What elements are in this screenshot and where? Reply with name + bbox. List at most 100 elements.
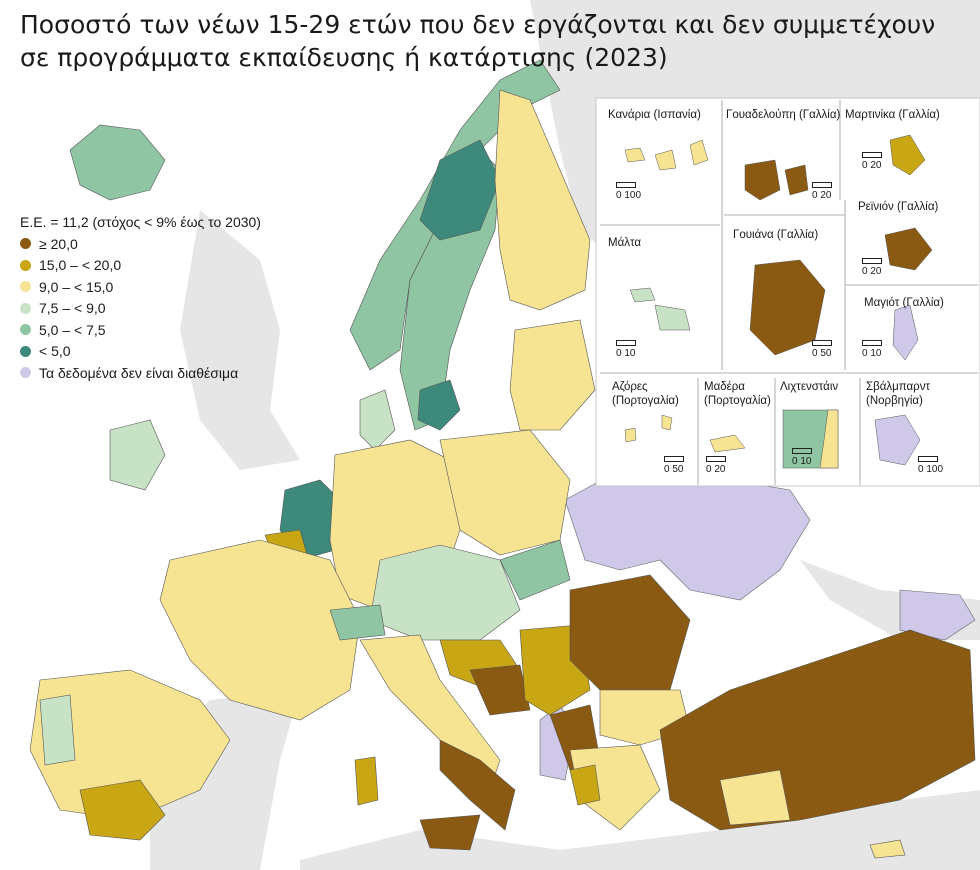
iceland [69,124,166,201]
france [159,539,361,721]
inset-label-madeira: Μαδέρα (Πορτογαλία) [704,380,771,408]
inset-label-liechtenstein: Λιχτενστάιν [780,381,839,393]
legend-item: < 5,0 [20,341,261,363]
no-data-regions [539,469,976,781]
inset-label-martinique: Μαρτινίκα (Γαλλία) [845,109,940,121]
sweden-south-low [417,379,461,431]
scale-text: 0 20 [862,266,882,277]
iberia [29,669,231,821]
inset-label-reunion: Ρεϊνιόν (Γαλλία) [858,201,939,213]
azores-line-2: (Πορτογαλία) [612,395,679,407]
scale-bar [812,182,832,188]
martinique-shape [889,134,926,176]
legend-label: < 5,0 [39,343,71,360]
title-line-2: σε προγράμματα εκπαίδευσης ή κατάρτισης … [20,43,668,72]
liechtenstein-border [819,409,839,469]
legend-item: 7,5 – < 9,0 [20,298,261,320]
scale-text: 0 20 [812,190,832,201]
legend-swatch-icon [20,324,31,336]
scale-text: 0 10 [792,456,812,467]
inset-label-guadeloupe: Γουαδελούπη (Γαλλία) [726,109,841,121]
scale-bar [616,340,636,346]
inset-label-svalbard: Σβάλμπαρντ (Νορβηγία) [866,380,930,408]
azores-line-1: Αζόρες [612,381,648,393]
scale-bar [792,448,812,454]
legend-label: Τα δεδομένα δεν είναι διαθέσιμα [39,364,239,381]
scale-bar [862,340,882,346]
inset-label-azores: Αζόρες (Πορτογαλία) [612,380,679,408]
scale-text: 0 50 [664,464,684,475]
svalbard-line-1: Σβάλμπαρντ [866,381,931,393]
legend-label: 5,0 – < 7,5 [39,321,106,338]
portugal-north [39,694,76,766]
scale-text: 0 100 [918,464,944,475]
inset-shapes [624,134,933,469]
poland [439,429,571,556]
legend-label: 9,0 – < 15,0 [39,278,114,295]
finland [494,89,591,311]
scale-text: 0 50 [812,348,832,359]
svalbard-line-2: (Νορβηγία) [866,395,923,407]
scale-azores: 0 50 [664,456,684,475]
azores-shape [624,414,673,443]
scale-svalbard: 0 100 [918,456,943,475]
scale-canarias: 0 100 [616,182,641,201]
inset-label-guyane: Γουιάνα (Γαλλία) [733,229,819,241]
ireland [109,419,166,491]
madeira-line-2: (Πορτογαλία) [704,395,771,407]
map-title: Ποσοστό των νέων 15-29 ετών που δεν εργά… [20,8,935,74]
central-green [369,544,521,641]
scale-text: 0 10 [616,348,636,359]
scale-bar [706,456,726,462]
legend-header: Ε.Ε. = 11,2 (στόχος < 9% έως το 2030) [20,214,261,230]
scale-guyane: 0 50 [812,340,832,359]
scale-bar [616,182,636,188]
legend: Ε.Ε. = 11,2 (στόχος < 9% έως το 2030) ≥ … [20,214,261,384]
legend-item: 15,0 – < 20,0 [20,255,261,277]
switzerland [329,604,386,641]
malta-shape [629,287,691,331]
scale-text: 0 10 [862,348,882,359]
legend-item: 5,0 – < 7,5 [20,319,261,341]
title-line-1: Ποσοστό των νέων 15-29 ετών που δεν εργά… [20,10,936,39]
guadeloupe-shape [744,159,809,201]
scale-liechtenstein: 0 10 [792,448,812,467]
italy-south [439,739,516,831]
scale-text: 0 20 [706,464,726,475]
legend-label: 15,0 – < 20,0 [39,257,122,274]
bosnia [469,664,531,716]
norway [349,59,561,371]
legend-label: 7,5 – < 9,0 [39,300,106,317]
scale-martinique: 0 20 [862,152,882,171]
scale-reunion: 0 20 [862,258,882,277]
scale-text: 0 20 [862,160,882,171]
scale-mayotte: 0 10 [862,340,882,359]
legend-rows: ≥ 20,0 15,0 – < 20,0 9,0 – < 15,0 7,5 – < 9… [20,233,261,384]
reunion-shape [884,227,933,271]
legend-item: 9,0 – < 15,0 [20,276,261,298]
svalbard-shape [874,414,921,466]
baltics [509,319,596,431]
scale-guadeloupe: 0 20 [812,182,832,201]
slovakia [499,539,571,601]
legend-swatch-icon [20,345,31,357]
scale-bar [664,456,684,462]
inset-label-malta: Μάλτα [608,237,642,249]
scale-text: 0 100 [616,190,642,201]
scale-bar [862,152,882,158]
legend-swatch-icon [20,367,31,379]
scale-madeira: 0 20 [706,456,726,475]
romania [569,574,691,691]
canarias-shape [624,139,709,171]
denmark [359,389,396,451]
madeira-line-1: Μαδέρα [704,381,745,393]
sicily [419,814,481,851]
scale-bar [862,258,882,264]
legend-item: Τα δεδομένα δεν είναι διαθέσιμα [20,362,261,384]
greece-west [569,764,601,806]
legend-item: ≥ 20,0 [20,233,261,255]
cyprus [869,839,906,859]
scale-bar [918,456,938,462]
andalusia [79,779,166,841]
turkey-ionia [719,769,791,826]
